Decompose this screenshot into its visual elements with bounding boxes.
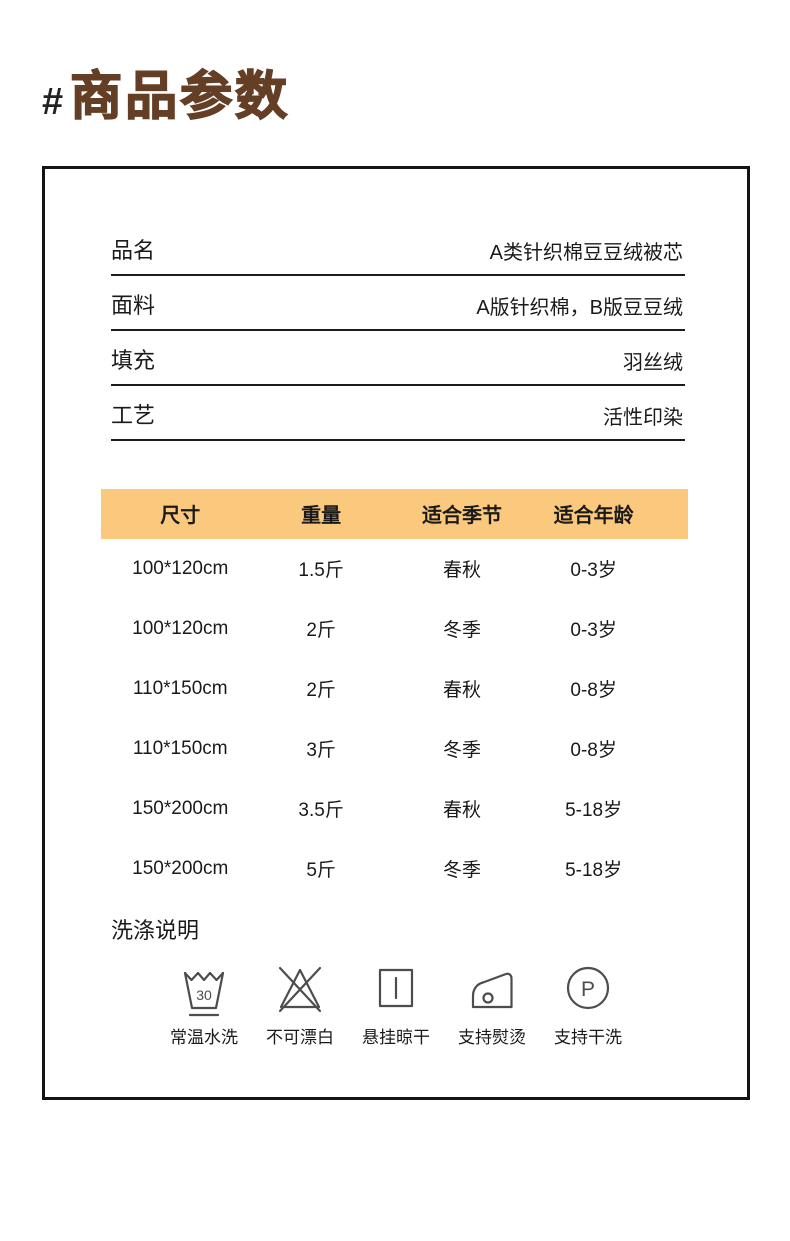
spec-label: 填充 [111,347,156,373]
cell-season: 春秋 [442,800,481,822]
cell-size: 150*200cm [132,857,229,879]
spec-row-filling: 填充 羽丝绒 [111,331,685,386]
spec-value: A类针织棉豆豆绒被芯 [489,241,683,264]
cell-size: 110*150cm [132,677,228,699]
hang-dry-icon [378,968,414,1007]
table-row: 150*200cm 3.5斤 春秋 5-18岁 [101,779,688,839]
spec-value: 羽丝绒 [623,351,683,374]
cell-age: 0-3岁 [570,560,617,582]
spec-value: A版针织棉，B版豆豆绒 [476,296,683,319]
size-table: 尺寸 重量 适合季节 适合年龄 100*120cm 1.5斤 春秋 0-3岁 1… [101,488,688,899]
wash-label: 支持干洗 [554,1027,622,1047]
spec-row-product-name: 品名 A类针织棉豆豆绒被芯 [111,221,685,276]
wash-label: 支持熨烫 [458,1027,526,1047]
cell-age: 0-8岁 [570,680,617,702]
wash-label: 不可漂白 [266,1027,334,1047]
iron-ok-icon [471,972,513,1008]
col-header-season: 适合季节 [421,505,502,528]
size-table-header: 尺寸 重量 适合季节 适合年龄 [101,488,688,539]
cell-weight: 5斤 [306,860,336,882]
dry-clean-icon: P [566,966,610,1009]
spec-value: 活性印染 [603,406,683,429]
spec-label: 面料 [111,292,156,318]
spec-label: 工艺 [111,402,156,428]
wash-30-icon: 30 [183,971,225,1016]
col-header-weight: 重量 [301,505,342,528]
washing-heading: 洗涤说明 [111,917,200,943]
svg-text:30: 30 [196,987,212,1003]
cell-season: 冬季 [442,860,481,882]
page-title: 商品参数 [69,67,291,126]
cell-weight: 2斤 [306,620,336,642]
cell-season: 春秋 [442,680,481,702]
col-header-size: 尺寸 [160,505,201,528]
washing-icons-row: 30 常温水洗 不可漂白 悬挂晾干 支持熨烫 [45,961,747,1048]
svg-text:P: P [581,978,595,1001]
cell-age: 0-8岁 [570,740,617,762]
spec-label: 品名 [111,237,156,263]
no-bleach-icon [278,966,322,1012]
cell-size: 100*120cm [132,557,229,579]
table-row: 100*120cm 1.5斤 春秋 0-3岁 [101,539,688,599]
cell-weight: 3斤 [306,740,336,762]
hash-mark: # [42,81,64,123]
cell-size: 110*150cm [132,737,228,759]
table-row: 150*200cm 5斤 冬季 5-18岁 [101,839,688,899]
cell-weight: 2斤 [306,680,336,702]
wash-item-dry-clean: P 支持干洗 [547,961,629,1048]
cell-size: 100*120cm [132,617,229,639]
spec-list: 品名 A类针织棉豆豆绒被芯 面料 A版针织棉，B版豆豆绒 填充 羽丝绒 工艺 活… [111,221,685,441]
col-header-age: 适合年龄 [553,505,634,528]
cell-season: 冬季 [442,740,481,762]
cell-season: 春秋 [442,560,481,582]
cell-season: 冬季 [442,620,481,642]
product-spec-panel: 品名 A类针织棉豆豆绒被芯 面料 A版针织棉，B版豆豆绒 填充 羽丝绒 工艺 活… [42,165,750,1100]
page-title-row: # 商品参数 [42,67,790,128]
table-row: 100*120cm 2斤 冬季 0-3岁 [101,599,688,659]
cell-weight: 1.5斤 [298,560,344,582]
wash-item-normal-wash: 30 常温水洗 [163,961,245,1048]
cell-age: 0-3岁 [570,620,617,642]
spec-row-craft: 工艺 活性印染 [111,386,685,441]
cell-weight: 3.5斤 [298,800,344,822]
cell-age: 5-18岁 [565,860,623,882]
cell-age: 5-18岁 [565,800,623,822]
wash-item-no-bleach: 不可漂白 [259,961,341,1048]
spec-row-fabric: 面料 A版针织棉，B版豆豆绒 [111,276,685,331]
table-row: 110*150cm 2斤 春秋 0-8岁 [101,659,688,719]
cell-size: 150*200cm [132,797,229,819]
wash-label: 悬挂晾干 [362,1027,430,1047]
wash-label: 常温水洗 [170,1027,238,1047]
wash-item-iron-ok: 支持熨烫 [451,961,533,1048]
wash-item-hang-dry: 悬挂晾干 [355,961,437,1048]
table-row: 110*150cm 3斤 冬季 0-8岁 [101,719,688,779]
